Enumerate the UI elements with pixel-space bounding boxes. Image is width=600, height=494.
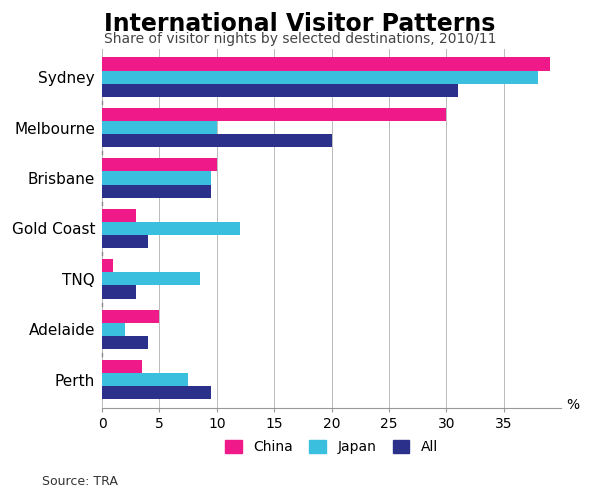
- Bar: [102, 121, 217, 134]
- Bar: [102, 83, 458, 97]
- Text: International Visitor Patterns: International Visitor Patterns: [104, 12, 496, 37]
- Bar: [102, 171, 211, 185]
- Bar: [102, 259, 113, 272]
- Bar: [102, 71, 538, 83]
- Bar: [102, 209, 136, 222]
- Text: Share of visitor nights by selected destinations, 2010/11: Share of visitor nights by selected dest…: [104, 32, 496, 46]
- Bar: [102, 310, 160, 323]
- Bar: [102, 323, 125, 336]
- Bar: [102, 336, 148, 349]
- Bar: [102, 108, 446, 121]
- Bar: [102, 235, 148, 248]
- Bar: [102, 159, 217, 171]
- Bar: [102, 57, 550, 71]
- Text: Source: TRA: Source: TRA: [42, 475, 118, 488]
- Bar: [102, 222, 240, 235]
- Bar: [102, 386, 211, 400]
- Legend: China, Japan, All: China, Japan, All: [220, 435, 443, 460]
- Bar: [102, 286, 136, 298]
- Bar: [102, 134, 332, 147]
- Bar: [102, 373, 188, 386]
- Text: %: %: [567, 398, 580, 412]
- Bar: [102, 272, 200, 286]
- Bar: [102, 360, 142, 373]
- Bar: [102, 185, 211, 198]
